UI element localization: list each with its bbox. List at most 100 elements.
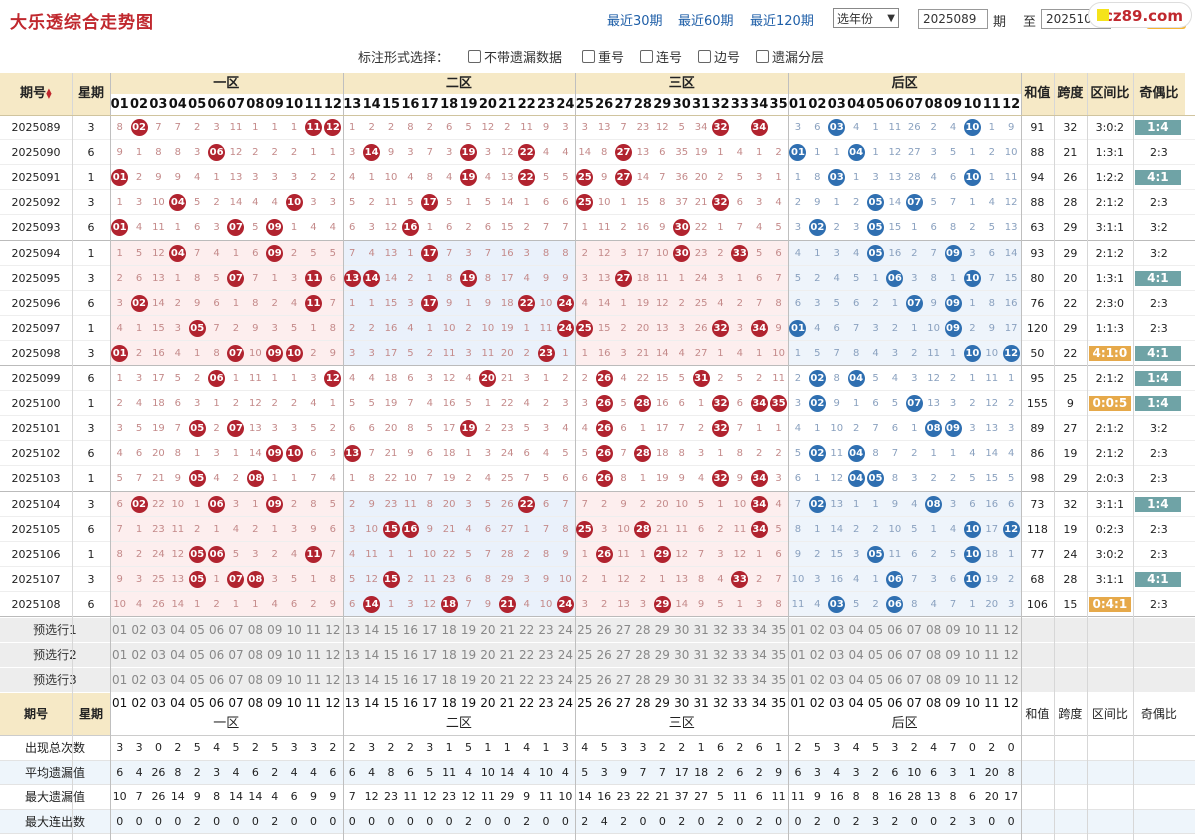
preselect-front-number[interactable]: 22 <box>519 648 535 662</box>
preselect-back-number[interactable]: 06 <box>887 648 903 662</box>
preselect-back-number[interactable]: 03 <box>829 623 845 637</box>
preselect-back-number[interactable]: 02 <box>809 648 825 662</box>
preselect-front-number[interactable]: 10 <box>286 623 302 637</box>
link-recent-120[interactable]: 最近120期 <box>750 14 814 29</box>
preselect-back-number[interactable]: 11 <box>984 673 1000 687</box>
preselect-front-number[interactable]: 31 <box>693 623 709 637</box>
preselect-front-number[interactable]: 07 <box>228 623 244 637</box>
preselect-front-number[interactable]: 24 <box>557 648 574 662</box>
preselect-front-number[interactable]: 01 <box>112 648 128 662</box>
preselect-front-number[interactable]: 29 <box>654 648 670 662</box>
preselect-front-number[interactable]: 18 <box>441 623 457 637</box>
preselect-front-number[interactable]: 18 <box>441 648 457 662</box>
preselect-front-number[interactable]: 12 <box>325 648 341 662</box>
option-consecutive[interactable]: 连号 <box>640 47 682 66</box>
preselect-front-number[interactable]: 17 <box>422 673 438 687</box>
preselect-front-number[interactable]: 21 <box>499 623 515 637</box>
preselect-front-number[interactable]: 13 <box>344 648 360 662</box>
preselect-back-number[interactable]: 10 <box>964 673 981 687</box>
preselect-front-number[interactable]: 27 <box>615 673 632 687</box>
preselect-front-number[interactable]: 32 <box>712 673 729 687</box>
preselect-back-number[interactable]: 09 <box>945 673 961 687</box>
preselect-front-number[interactable]: 19 <box>460 673 477 687</box>
preselect-back-number[interactable]: 04 <box>848 648 864 662</box>
preselect-back-number[interactable]: 10 <box>964 648 981 662</box>
preselect-front-number[interactable]: 22 <box>519 673 535 687</box>
preselect-front-number[interactable]: 12 <box>325 623 341 637</box>
preselect-front-number[interactable]: 30 <box>674 673 690 687</box>
from-issue-input[interactable]: 2025089 <box>918 9 988 29</box>
preselect-front-number[interactable]: 03 <box>150 648 167 662</box>
preselect-front-number[interactable]: 13 <box>344 623 360 637</box>
preselect-front-number[interactable]: 04 <box>170 648 186 662</box>
preselect-front-number[interactable]: 31 <box>693 648 709 662</box>
preselect-front-number[interactable]: 01 <box>112 623 128 637</box>
preselect-back-number[interactable]: 08 <box>926 623 942 637</box>
preselect-back-number[interactable]: 07 <box>906 648 922 662</box>
preselect-front-number[interactable]: 16 <box>402 648 419 662</box>
preselect-front-number[interactable]: 26 <box>596 623 612 637</box>
preselect-front-number[interactable]: 02 <box>131 648 147 662</box>
preselect-front-number[interactable]: 15 <box>383 673 399 687</box>
preselect-front-number[interactable]: 12 <box>325 673 341 687</box>
preselect-front-number[interactable]: 28 <box>635 623 651 637</box>
preselect-front-number[interactable]: 27 <box>615 648 632 662</box>
preselect-front-number[interactable]: 29 <box>654 623 670 637</box>
checkbox-icon[interactable] <box>468 50 481 63</box>
preselect-back-number[interactable]: 05 <box>867 673 884 687</box>
preselect-front-number[interactable]: 31 <box>693 673 709 687</box>
preselect-front-number[interactable]: 32 <box>712 648 729 662</box>
preselect-back-number[interactable]: 12 <box>1003 623 1019 637</box>
preselect-front-number[interactable]: 26 <box>596 648 612 662</box>
preselect-front-number[interactable]: 15 <box>383 648 399 662</box>
preselect-back-number[interactable]: 05 <box>867 648 884 662</box>
link-recent-30[interactable]: 最近30期 <box>607 14 663 29</box>
preselect-front-number[interactable]: 10 <box>286 648 302 662</box>
preselect-back-number[interactable]: 04 <box>848 623 864 637</box>
preselect-front-number[interactable]: 25 <box>577 673 593 687</box>
preselect-front-number[interactable]: 09 <box>267 673 283 687</box>
preselect-front-number[interactable]: 23 <box>538 623 554 637</box>
preselect-front-number[interactable]: 20 <box>480 673 496 687</box>
preselect-back-number[interactable]: 12 <box>1003 673 1019 687</box>
preselect-front-number[interactable]: 06 <box>208 623 225 637</box>
preselect-front-number[interactable]: 06 <box>208 673 225 687</box>
option-miss-layer[interactable]: 遗漏分层 <box>756 47 824 66</box>
year-select[interactable]: 选年份 ▼ <box>833 8 899 28</box>
preselect-front-number[interactable]: 25 <box>577 623 593 637</box>
option-repeat[interactable]: 重号 <box>582 47 624 66</box>
preselect-front-number[interactable]: 34 <box>751 673 767 687</box>
preselect-front-number[interactable]: 19 <box>460 648 477 662</box>
preselect-back-number[interactable]: 05 <box>867 623 884 637</box>
preselect-back-number[interactable]: 04 <box>848 673 864 687</box>
preselect-back-number[interactable]: 11 <box>984 648 1000 662</box>
preselect-back-number[interactable]: 08 <box>926 673 942 687</box>
preselect-back-number[interactable]: 12 <box>1003 648 1019 662</box>
preselect-back-number[interactable]: 08 <box>926 648 942 662</box>
preselect-front-number[interactable]: 09 <box>267 648 283 662</box>
preselect-back-number[interactable]: 06 <box>887 673 903 687</box>
preselect-front-number[interactable]: 11 <box>305 648 322 662</box>
option-edge[interactable]: 边号 <box>698 47 740 66</box>
preselect-front-number[interactable]: 30 <box>674 623 690 637</box>
preselect-front-number[interactable]: 02 <box>131 673 147 687</box>
preselect-back-number[interactable]: 01 <box>790 673 806 687</box>
preselect-front-number[interactable]: 32 <box>712 623 729 637</box>
preselect-back-number[interactable]: 09 <box>945 623 961 637</box>
preselect-front-number[interactable]: 29 <box>654 673 670 687</box>
preselect-front-number[interactable]: 11 <box>305 623 322 637</box>
preselect-front-number[interactable]: 08 <box>247 673 263 687</box>
preselect-front-number[interactable]: 16 <box>402 623 419 637</box>
preselect-front-number[interactable]: 08 <box>247 648 263 662</box>
preselect-front-number[interactable]: 03 <box>150 673 167 687</box>
preselect-back-number[interactable]: 07 <box>906 673 922 687</box>
preselect-front-number[interactable]: 21 <box>499 648 515 662</box>
checkbox-icon[interactable] <box>640 50 653 63</box>
preselect-front-number[interactable]: 34 <box>751 648 767 662</box>
preselect-front-number[interactable]: 35 <box>770 673 787 687</box>
preselect-front-number[interactable]: 07 <box>228 673 244 687</box>
preselect-front-number[interactable]: 07 <box>228 648 244 662</box>
preselect-front-number[interactable]: 05 <box>189 648 205 662</box>
preselect-back-number[interactable]: 06 <box>887 623 903 637</box>
preselect-front-number[interactable]: 13 <box>344 673 360 687</box>
